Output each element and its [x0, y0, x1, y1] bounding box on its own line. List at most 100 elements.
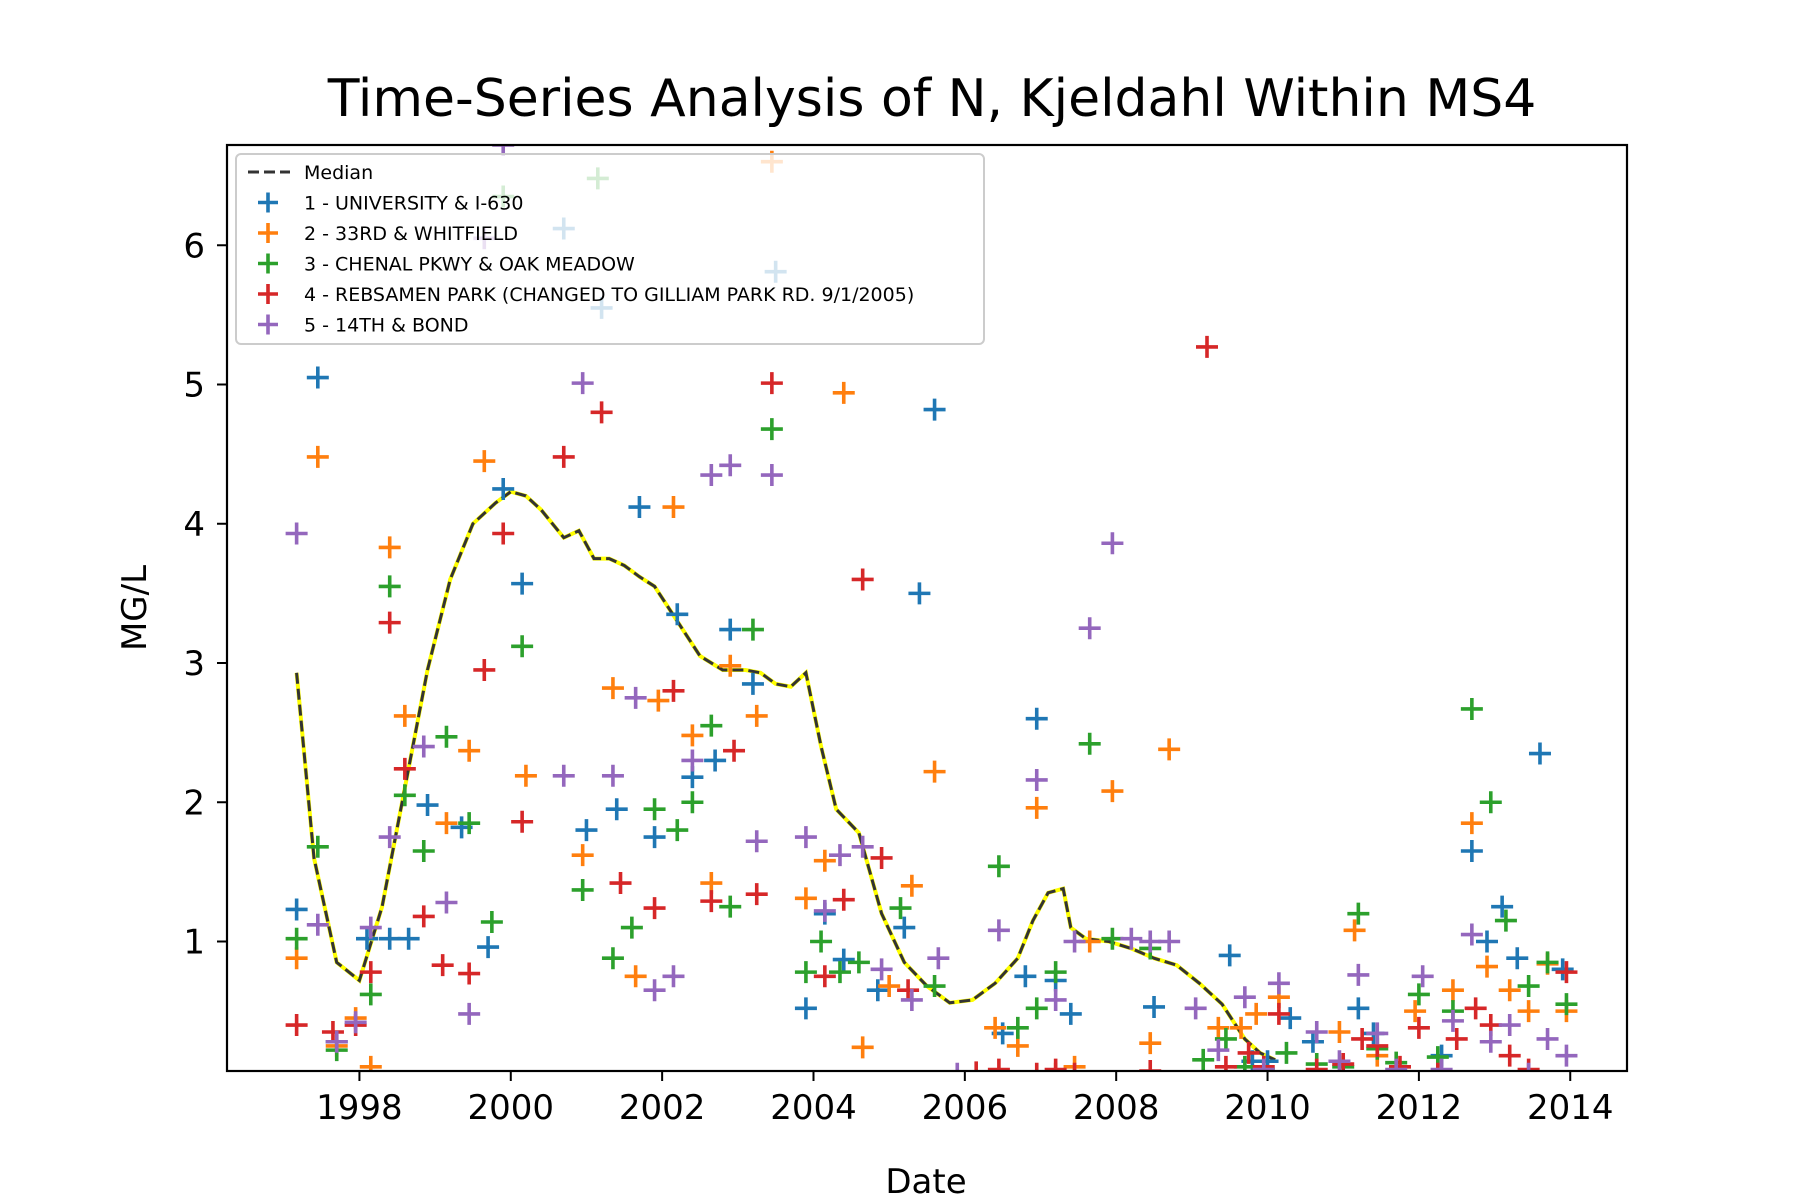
data-point — [393, 704, 416, 727]
data-point — [723, 739, 746, 762]
data-point — [1436, 1062, 1440, 1071]
data-point — [1101, 927, 1124, 950]
x-axis-label: Date — [885, 1162, 966, 1200]
legend-box — [235, 153, 985, 345]
data-point — [832, 888, 855, 911]
chart-title: Time-Series Analysis of N, Kjeldahl With… — [327, 69, 1537, 129]
data-point — [1494, 909, 1517, 932]
plot-area — [285, 145, 1578, 1071]
data-point — [435, 725, 458, 748]
legend-label: 4 - REBSAMEN PARK (CHANGED TO GILLIAM PA… — [304, 284, 914, 306]
data-point — [1476, 930, 1498, 953]
legend-label: 5 - 14TH & BOND — [304, 315, 469, 337]
data-point — [681, 724, 704, 747]
data-point — [741, 672, 764, 695]
data-point — [1347, 997, 1370, 1020]
data-point — [1411, 965, 1434, 988]
data-point — [1207, 1039, 1230, 1062]
data-point — [609, 872, 632, 895]
data-point — [889, 897, 912, 920]
data-point — [828, 961, 851, 984]
data-point — [1526, 1062, 1531, 1071]
data-point — [760, 418, 783, 441]
data-point — [1139, 930, 1162, 953]
data-point — [571, 878, 594, 901]
y-tick-label: 3 — [183, 644, 205, 684]
data-point — [1347, 902, 1370, 925]
data-point — [359, 961, 382, 984]
data-point — [412, 839, 435, 862]
y-tick-label: 4 — [183, 505, 205, 545]
data-point — [1218, 944, 1241, 967]
data-point — [1025, 796, 1048, 819]
data-point — [1441, 979, 1464, 1002]
data-point — [955, 1062, 960, 1071]
y-tick-label: 2 — [183, 783, 205, 823]
data-point — [1214, 1027, 1237, 1050]
data-point — [306, 835, 329, 858]
data-point — [1536, 1027, 1559, 1050]
data-point — [1044, 988, 1067, 1011]
data-point — [794, 997, 817, 1020]
data-point — [923, 760, 946, 783]
data-point — [359, 1055, 382, 1071]
data-point — [1196, 335, 1218, 358]
data-point — [285, 927, 308, 950]
data-point — [745, 883, 768, 906]
data-point — [1025, 707, 1048, 730]
data-point — [1237, 1041, 1260, 1064]
data-point — [1498, 979, 1521, 1002]
data-point — [412, 735, 435, 758]
data-point — [1214, 1055, 1237, 1071]
data-point — [1407, 983, 1430, 1006]
data-point — [1063, 930, 1086, 953]
data-point — [325, 1030, 348, 1053]
data-point — [552, 445, 575, 468]
data-point — [1158, 930, 1181, 953]
legend-items: Median 1 - UNIVERSITY & I-630 2 - 33RD & W… — [248, 162, 914, 337]
data-point — [643, 897, 666, 920]
data-point — [1332, 1053, 1355, 1071]
data-point — [851, 568, 874, 591]
data-point — [1404, 1000, 1427, 1023]
data-point — [923, 975, 946, 998]
data-point — [1476, 955, 1498, 978]
x-tick-label: 2010 — [1224, 1088, 1311, 1128]
data-point — [492, 522, 515, 545]
series-4 — [285, 335, 1578, 1071]
series-2 — [285, 150, 1578, 1071]
data-point — [700, 890, 723, 913]
data-point — [813, 965, 836, 988]
data-point — [601, 677, 624, 700]
data-point — [1407, 1016, 1430, 1039]
x-tick-label: 2004 — [770, 1088, 857, 1128]
data-point — [878, 975, 901, 998]
data-point — [662, 965, 685, 988]
data-point — [1120, 927, 1143, 950]
data-point — [760, 372, 783, 395]
data-point — [908, 582, 931, 605]
data-point — [1498, 1014, 1521, 1037]
data-point — [590, 401, 613, 424]
data-point — [378, 536, 401, 559]
data-point — [492, 477, 515, 500]
data-point — [1555, 1044, 1578, 1067]
data-point — [378, 826, 401, 849]
x-tick-label: 2008 — [1073, 1088, 1160, 1128]
data-point — [1233, 986, 1256, 1009]
legend-entry: 4 - REBSAMEN PARK (CHANGED TO GILLIAM PA… — [258, 284, 914, 306]
data-point — [1252, 1058, 1275, 1071]
legend-entry: 2 - 33RD & WHITFIELD — [258, 223, 518, 245]
series-1 — [285, 217, 1574, 1071]
data-point — [704, 749, 727, 772]
data-point — [285, 522, 308, 545]
data-point — [832, 948, 855, 971]
plot-frame — [225, 143, 1629, 1073]
data-point — [1192, 1048, 1215, 1071]
legend-entry: 3 - CHENAL PKWY & OAK MEADOW — [258, 253, 635, 276]
data-point — [828, 844, 851, 867]
data-point — [987, 919, 1010, 942]
data-point — [1044, 1058, 1067, 1071]
data-point — [1139, 1032, 1162, 1055]
data-point — [552, 764, 575, 787]
